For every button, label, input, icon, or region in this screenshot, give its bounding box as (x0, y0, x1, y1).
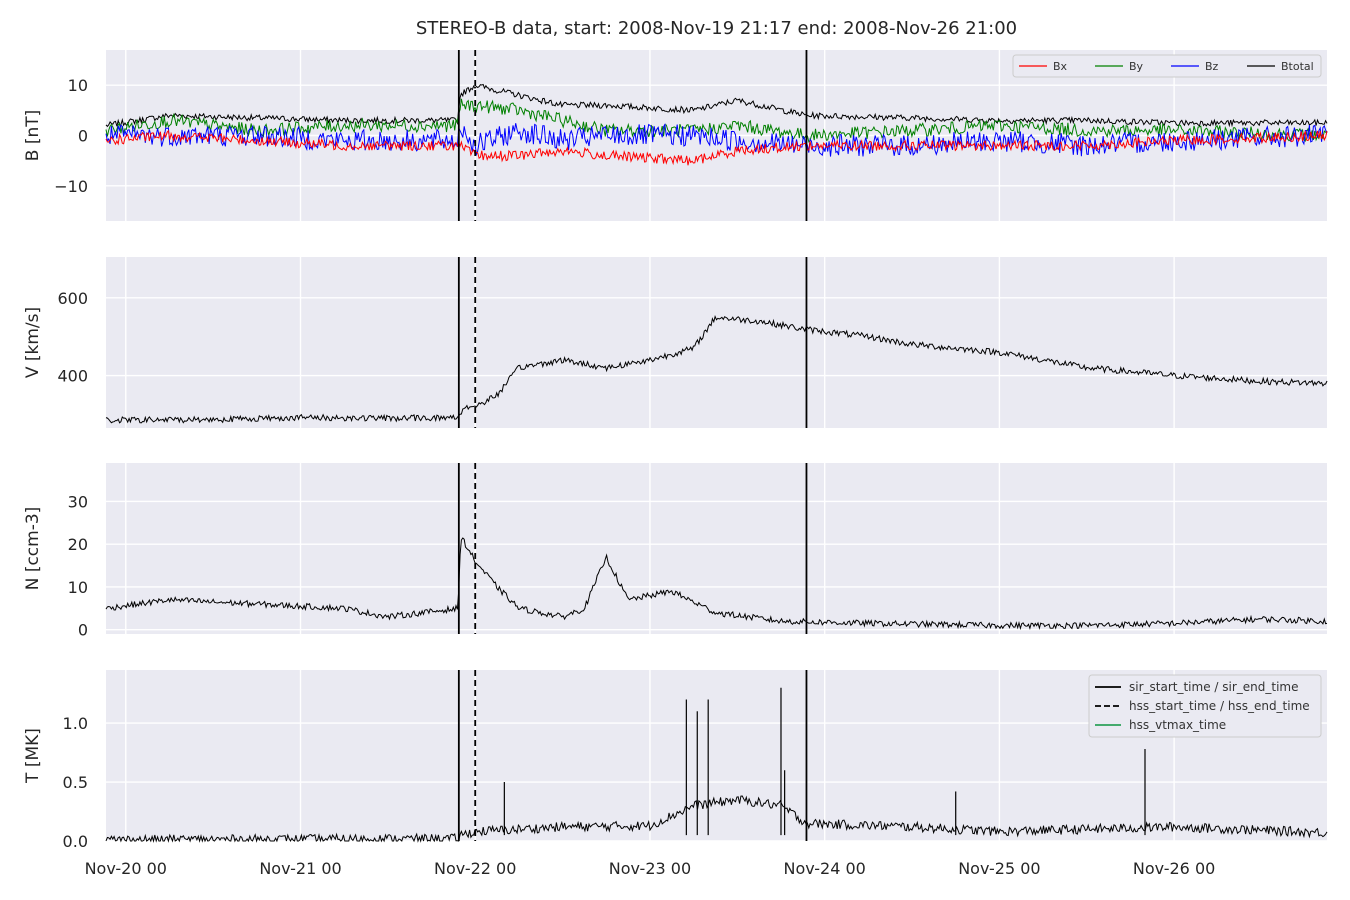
x-tick-label: Nov-22 00 (434, 859, 516, 878)
y-tick-label: 10 (68, 578, 88, 597)
legend-label: Bz (1205, 60, 1219, 73)
y-axis-label-T: T [MK] (23, 728, 43, 784)
chart-title: STEREO-B data, start: 2008-Nov-19 21:17 … (415, 18, 1018, 39)
x-tick-label: Nov-24 00 (783, 859, 865, 878)
x-tick-label: Nov-25 00 (958, 859, 1040, 878)
y-tick-label: 600 (57, 289, 88, 308)
event-legend-label: sir_start_time / sir_end_time (1129, 680, 1299, 694)
legend-label: By (1129, 60, 1144, 73)
series-line-Bx (105, 129, 1328, 166)
series-line-T (105, 795, 1328, 843)
series-line-V (105, 314, 1328, 424)
x-tick-label: Nov-21 00 (259, 859, 341, 878)
legend-label: Btotal (1281, 60, 1314, 73)
y-axis-label-V: V [km/s] (23, 307, 43, 378)
y-tick-label: 0 (78, 621, 88, 640)
y-axis-label-N: N [ccm-3] (23, 507, 43, 591)
b-legend-box (1012, 54, 1322, 78)
y-tick-label: 30 (68, 492, 88, 511)
y-tick-label: 0.5 (63, 773, 88, 792)
event-legend-label: hss_start_time / hss_end_time (1129, 699, 1310, 713)
event-legend-label: hss_vtmax_time (1129, 718, 1226, 732)
series-line-Bz (105, 122, 1328, 157)
x-tick-label: Nov-20 00 (85, 859, 167, 878)
y-tick-label: 0.0 (63, 832, 88, 851)
x-tick-label: Nov-26 00 (1133, 859, 1215, 878)
series-line-N (105, 537, 1328, 631)
y-tick-label: 0 (78, 127, 88, 146)
y-axis-label-B: B [nT] (23, 110, 43, 162)
y-tick-label: 10 (68, 76, 88, 95)
y-tick-label: −10 (54, 177, 88, 196)
y-tick-label: 20 (68, 535, 88, 554)
legend-label: Bx (1053, 60, 1068, 73)
y-tick-label: 400 (57, 367, 88, 386)
plot-area-V (106, 257, 1327, 428)
plot-area-N (106, 463, 1327, 634)
event-legend-box (1088, 674, 1322, 738)
y-tick-label: 1.0 (63, 714, 88, 733)
series-line-Btotal (105, 83, 1328, 128)
x-tick-label: Nov-23 00 (609, 859, 691, 878)
